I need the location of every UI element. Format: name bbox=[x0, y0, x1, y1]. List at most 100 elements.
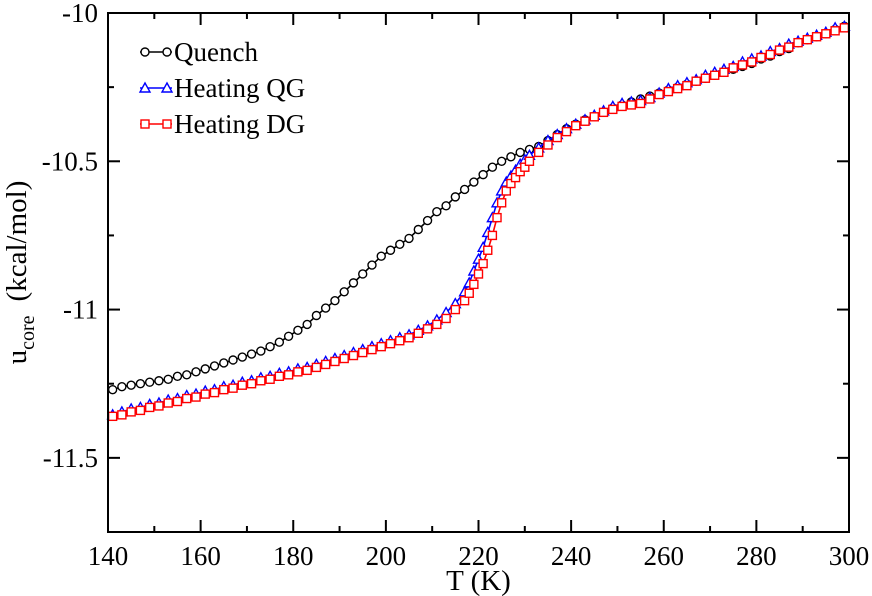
data-point-heating-dg bbox=[302, 365, 312, 376]
data-point-heating-dg bbox=[645, 94, 655, 104]
data-point-heating-dg bbox=[700, 73, 711, 83]
data-point-heating-dg bbox=[682, 80, 692, 91]
data-point-heating-dg bbox=[663, 86, 674, 97]
data-point-quench bbox=[154, 376, 164, 386]
data-point-quench bbox=[330, 295, 340, 306]
data-point-heating-dg bbox=[589, 112, 599, 122]
data-point-quench bbox=[348, 278, 359, 288]
data-point-heating-dg bbox=[422, 324, 433, 334]
data-point-heating-dg bbox=[830, 26, 840, 36]
data-point-quench bbox=[144, 377, 155, 387]
y-axis-unit: (kcal/mol) bbox=[1, 181, 33, 302]
data-point-quench bbox=[395, 239, 405, 250]
data-point-heating-dg bbox=[395, 336, 405, 346]
data-point-heating-dg bbox=[571, 120, 581, 131]
data-point-heating-dg bbox=[765, 49, 775, 60]
data-point-heating-dg bbox=[348, 350, 359, 361]
legend-label: Heating QG bbox=[174, 73, 305, 103]
data-point-quench bbox=[293, 325, 303, 336]
data-point-heating-dg bbox=[135, 405, 146, 416]
data-point-quench bbox=[200, 364, 210, 374]
data-point-quench bbox=[441, 201, 451, 211]
data-point-heating-dg bbox=[487, 230, 498, 241]
data-point-heating-dg bbox=[404, 333, 414, 343]
data-point-quench bbox=[320, 303, 331, 313]
data-point-heating-dg bbox=[385, 338, 396, 349]
data-point-quench bbox=[172, 371, 183, 381]
x-tick-label: 220 bbox=[458, 541, 499, 571]
data-point-quench bbox=[487, 162, 498, 172]
data-point-quench bbox=[422, 215, 433, 226]
data-point-heating-dg bbox=[330, 356, 340, 367]
legend-marker bbox=[138, 81, 152, 93]
data-point-quench bbox=[274, 337, 285, 347]
data-point-heating-dg bbox=[237, 380, 248, 390]
data-point-heating-dg bbox=[719, 67, 729, 78]
data-point-quench bbox=[413, 224, 423, 235]
data-point-heating-dg bbox=[172, 396, 183, 407]
data-point-heating-dg bbox=[256, 376, 266, 386]
data-point-heating-dg bbox=[635, 98, 646, 109]
data-point-quench bbox=[191, 367, 201, 377]
y-axis-subscript: core bbox=[17, 315, 39, 350]
data-point-heating-dg bbox=[774, 45, 785, 55]
data-point-heating-dg bbox=[811, 32, 822, 42]
data-point-heating-dg bbox=[219, 384, 229, 395]
x-tick-label: 160 bbox=[180, 541, 221, 571]
data-point-heating-dg bbox=[626, 100, 637, 110]
data-point-quench bbox=[126, 380, 136, 390]
legend-marker bbox=[162, 119, 172, 129]
data-point-quench bbox=[283, 331, 294, 341]
data-point-quench bbox=[367, 260, 377, 270]
data-point-quench bbox=[228, 355, 238, 365]
series-layer bbox=[106, 19, 851, 422]
data-point-heating-dg bbox=[524, 156, 535, 166]
data-point-heating-dg bbox=[246, 379, 257, 389]
y-axis-symbol: u bbox=[1, 350, 33, 365]
x-tick-label: 280 bbox=[736, 541, 777, 571]
data-point-heating-dg bbox=[802, 34, 813, 45]
data-point-quench bbox=[450, 192, 461, 202]
data-point-heating-dg bbox=[117, 410, 127, 420]
data-point-quench bbox=[246, 349, 257, 359]
data-point-heating-dg bbox=[293, 367, 303, 377]
legend-marker bbox=[162, 47, 172, 57]
data-point-heating-dg bbox=[543, 140, 553, 150]
data-point-heating-dg bbox=[839, 23, 850, 33]
data-point-heating-dg bbox=[561, 126, 572, 137]
legend-item-heating-qg: Heating QG bbox=[138, 73, 305, 103]
data-point-heating-dg bbox=[483, 245, 493, 255]
legend-marker bbox=[160, 81, 174, 93]
data-point-heating-dg bbox=[672, 83, 683, 94]
data-point-quench bbox=[469, 177, 479, 187]
data-point-heating-dg bbox=[209, 387, 220, 398]
data-point-quench bbox=[107, 384, 118, 395]
y-axis-title: ucore (kcal/mol) bbox=[1, 181, 39, 365]
data-point-heating-dg bbox=[413, 328, 423, 338]
data-point-heating-dg bbox=[464, 288, 474, 298]
data-point-quench bbox=[182, 370, 192, 380]
data-point-heating-dg bbox=[107, 411, 118, 422]
data-point-heating-dg bbox=[182, 393, 192, 404]
data-point-quench bbox=[506, 152, 516, 162]
legend-label: Quench bbox=[174, 37, 258, 67]
data-point-heating-dg bbox=[376, 341, 386, 352]
data-point-heating-dg bbox=[367, 344, 377, 355]
x-tick-label: 300 bbox=[829, 541, 870, 571]
data-point-quench bbox=[209, 361, 220, 371]
data-point-heating-dg bbox=[580, 116, 590, 126]
data-point-quench bbox=[432, 207, 442, 217]
data-point-quench bbox=[311, 310, 322, 321]
data-point-heating-dg bbox=[737, 60, 748, 70]
data-point-quench bbox=[163, 374, 173, 384]
data-point-heating-dg bbox=[654, 89, 664, 100]
data-point-heating-dg bbox=[793, 37, 803, 48]
data-point-quench bbox=[358, 269, 368, 279]
data-point-quench bbox=[385, 245, 396, 255]
data-point-heating-dg bbox=[552, 132, 562, 143]
legend-label: Heating DG bbox=[174, 109, 305, 139]
data-point-heating-dg bbox=[728, 63, 738, 73]
data-point-heating-dg bbox=[200, 389, 210, 399]
data-point-heating-dg bbox=[478, 258, 488, 269]
